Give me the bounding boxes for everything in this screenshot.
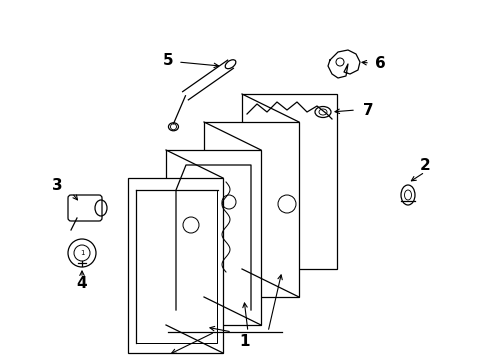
Bar <box>242 94 336 269</box>
Circle shape <box>68 239 96 267</box>
Bar <box>128 178 223 353</box>
Text: 6: 6 <box>374 55 385 71</box>
Text: 3: 3 <box>52 177 62 193</box>
Bar <box>165 150 261 325</box>
Text: 4: 4 <box>77 275 87 291</box>
Bar <box>136 190 217 343</box>
Text: 5: 5 <box>163 53 173 68</box>
Text: 2: 2 <box>419 158 429 172</box>
Text: 1: 1 <box>80 250 84 256</box>
Text: 1: 1 <box>239 334 250 350</box>
Bar <box>203 122 298 297</box>
Text: 7: 7 <box>362 103 372 117</box>
FancyBboxPatch shape <box>68 195 102 221</box>
